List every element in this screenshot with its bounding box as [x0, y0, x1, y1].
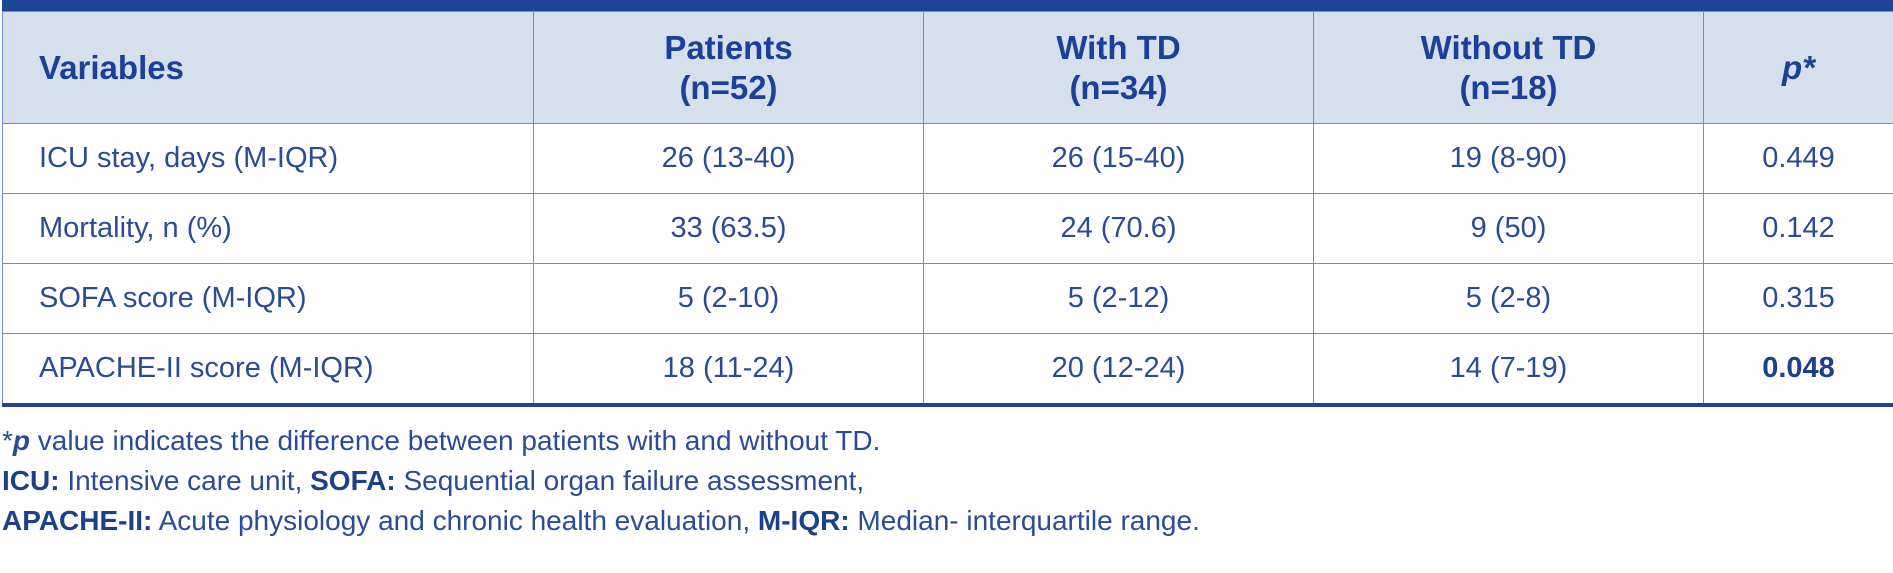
header-with-td: With TD (n=34)	[923, 11, 1314, 124]
footnote-star: *	[2, 425, 13, 456]
table-top-rule	[2, 0, 1893, 11]
footnote-abbreviations-1: ICU: Intensive care unit, SOFA: Sequenti…	[2, 461, 1200, 501]
table-row: SOFA score (M-IQR) 5 (2-10) 5 (2-12) 5 (…	[2, 263, 1893, 334]
cell-p-value-significant: 0.048	[1703, 333, 1893, 407]
cell-patients: 5 (2-10)	[533, 263, 924, 334]
results-table-container: Variables Patients (n=52) With TD (n=34)…	[2, 0, 1893, 407]
abbr-apache: APACHE-II:	[2, 505, 153, 536]
table-footnotes: *p value indicates the difference betwee…	[2, 421, 1200, 541]
abbr-icu: ICU:	[2, 465, 60, 496]
row-variable: ICU stay, days (M-IQR)	[2, 123, 534, 194]
results-table: Variables Patients (n=52) With TD (n=34)…	[2, 11, 1893, 407]
header-row: Variables Patients (n=52) With TD (n=34)…	[2, 11, 1893, 124]
cell-with-td: 24 (70.6)	[923, 193, 1314, 264]
cell-with-td: 5 (2-12)	[923, 263, 1314, 334]
cell-with-td: 26 (15-40)	[923, 123, 1314, 194]
abbr-sofa: SOFA:	[310, 465, 396, 496]
cell-p-value: 0.315	[1703, 263, 1893, 334]
footnote-p-text: value indicates the difference between p…	[30, 425, 881, 456]
cell-without-td: 5 (2-8)	[1313, 263, 1704, 334]
row-variable: Mortality, n (%)	[2, 193, 534, 264]
cell-patients: 18 (11-24)	[533, 333, 924, 407]
cell-without-td: 9 (50)	[1313, 193, 1704, 264]
table-row: APACHE-II score (M-IQR) 18 (11-24) 20 (1…	[2, 333, 1893, 407]
cell-with-td: 20 (12-24)	[923, 333, 1314, 407]
abbr-miqr-def: Median- interquartile range.	[849, 505, 1200, 536]
header-variables: Variables	[2, 11, 534, 124]
header-without-td: Without TD (n=18)	[1313, 11, 1704, 124]
cell-without-td: 14 (7-19)	[1313, 333, 1704, 407]
cell-patients: 33 (63.5)	[533, 193, 924, 264]
table-row: Mortality, n (%) 33 (63.5) 24 (70.6) 9 (…	[2, 193, 1893, 264]
abbr-miqr: M-IQR:	[757, 505, 850, 536]
abbr-sofa-def: Sequential organ failure assessment,	[395, 465, 865, 496]
header-p-value: p*	[1703, 11, 1893, 124]
abbr-icu-def: Intensive care unit,	[59, 465, 311, 496]
footnote-p-symbol: p	[12, 425, 31, 456]
footnote-p-value: *p value indicates the difference betwee…	[2, 421, 1200, 461]
cell-without-td: 19 (8-90)	[1313, 123, 1704, 194]
cell-patients: 26 (13-40)	[533, 123, 924, 194]
cell-p-value: 0.449	[1703, 123, 1893, 194]
table-row: ICU stay, days (M-IQR) 26 (13-40) 26 (15…	[2, 123, 1893, 194]
row-variable: APACHE-II score (M-IQR)	[2, 333, 534, 407]
footnote-abbreviations-2: APACHE-II: Acute physiology and chronic …	[2, 501, 1200, 541]
cell-p-value: 0.142	[1703, 193, 1893, 264]
abbr-apache-def: Acute physiology and chronic health eval…	[152, 505, 758, 536]
row-variable: SOFA score (M-IQR)	[2, 263, 534, 334]
header-patients: Patients (n=52)	[533, 11, 924, 124]
